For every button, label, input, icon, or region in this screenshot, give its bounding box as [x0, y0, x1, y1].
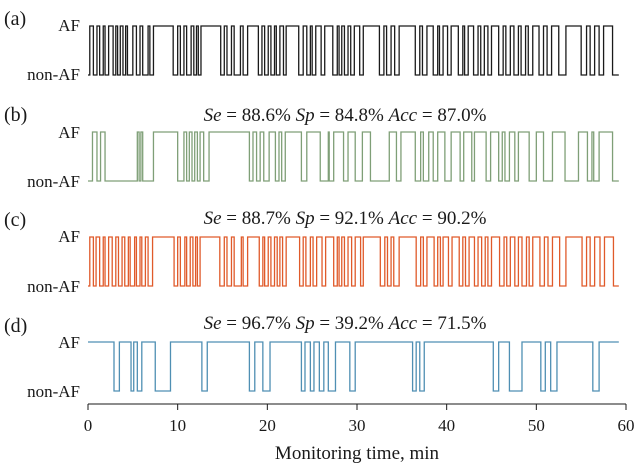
panel-a: (a) AF non-AF — [4, 8, 619, 84]
panel-d-metrics: Se = 96.7% Sp = 39.2% Acc = 71.5% — [204, 313, 487, 334]
panel-b-tag: (b) — [4, 104, 27, 126]
panel-c: (c) Se = 88.7% Sp = 92.1% Acc = 90.2% AF… — [4, 208, 619, 296]
panel-a-af-label: AF — [58, 16, 80, 35]
panel-d-se-value: 96.7% — [242, 313, 291, 334]
panel-c-sp-value: 92.1% — [335, 208, 384, 229]
panel-b-af-label: AF — [58, 123, 80, 142]
panel-b: (b) Se = 88.6% Sp = 84.8% Acc = 87.0% AF… — [4, 104, 619, 191]
x-tick-label-0: 0 — [84, 416, 93, 435]
panel-b-non-af-label: non-AF — [27, 172, 80, 191]
x-tick-label-20: 20 — [259, 416, 276, 435]
panel-a-af-trace — [88, 25, 619, 76]
panel-d-af-trace — [88, 341, 619, 392]
panel-b-sp-value: 84.8% — [335, 105, 384, 126]
x-tick-label-40: 40 — [438, 416, 455, 435]
panel-c-non-af-label: non-AF — [27, 277, 80, 296]
panel-d: (d) Se = 96.7% Sp = 39.2% Acc = 71.5% AF… — [4, 313, 619, 401]
panel-b-metrics: Se = 88.6% Sp = 84.8% Acc = 87.0% — [204, 105, 487, 126]
panel-d-af-label: AF — [58, 333, 80, 352]
panel-d-tag: (d) — [4, 315, 27, 337]
panel-d-non-af-label: non-AF — [27, 382, 80, 401]
x-axis: 0 10 20 30 40 50 60 Monitoring time, min — [84, 403, 635, 464]
x-tick-label-50: 50 — [528, 416, 545, 435]
panel-c-af-trace — [88, 236, 619, 287]
panel-b-af-trace — [88, 131, 619, 182]
panel-d-sp-value: 39.2% — [335, 313, 384, 334]
panel-c-metrics: Se = 88.7% Sp = 92.1% Acc = 90.2% — [204, 208, 487, 229]
x-tick-label-60: 60 — [618, 416, 635, 435]
panel-c-se-value: 88.7% — [242, 208, 291, 229]
panel-b-se-value: 88.6% — [242, 105, 291, 126]
x-axis-title: Monitoring time, min — [275, 443, 440, 464]
panel-c-tag: (c) — [4, 209, 26, 231]
panel-a-tag: (a) — [4, 8, 26, 30]
x-tick-label-30: 30 — [349, 416, 366, 435]
x-tick-label-10: 10 — [169, 416, 186, 435]
x-axis-ticks: 0 10 20 30 40 50 60 — [84, 404, 635, 435]
panel-c-acc-value: 90.2% — [437, 208, 486, 229]
panel-c-af-label: AF — [58, 227, 80, 246]
panel-a-non-af-label: non-AF — [27, 65, 80, 84]
panel-b-acc-value: 87.0% — [437, 105, 486, 126]
panel-d-acc-value: 71.5% — [437, 313, 486, 334]
